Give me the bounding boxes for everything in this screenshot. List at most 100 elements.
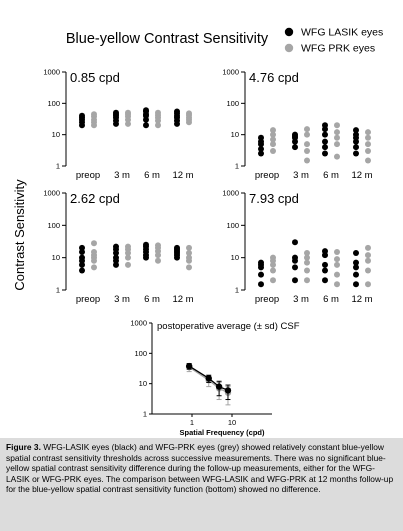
data-point (79, 267, 85, 274)
data-point (91, 248, 97, 255)
data-point (258, 145, 264, 152)
y-tick-label: 1000 (43, 189, 60, 198)
x-tick-label: 12 m (172, 294, 193, 305)
y-tick-label: 100 (47, 221, 60, 230)
data-point (322, 248, 328, 255)
panel-4.76-cpd: 1 10 100 1000 4.76 cpd preop 3 m 6 m 12 m (222, 68, 372, 182)
data-point (270, 277, 276, 284)
data-point (365, 148, 371, 155)
data-point (186, 254, 192, 261)
data-point (353, 150, 359, 157)
data-point (304, 126, 310, 133)
data-point (353, 127, 359, 134)
data-point (292, 264, 298, 271)
y-tick-label: 100 (134, 349, 147, 358)
panel-csf-average: 1 10 100 1000 1 10 postoperative average (± sd… (130, 319, 299, 438)
data-point (155, 242, 161, 249)
legend-label-lasik: WFG LASIK eyes (301, 27, 383, 39)
data-point (322, 150, 328, 157)
data-point (292, 254, 298, 261)
data-point (365, 129, 371, 136)
x-tick-label: 3 m (114, 170, 130, 181)
panel-0.85-cpd: 1 10 100 1000 0.85 cpd preop 3 m 6 m 12 m (43, 68, 193, 182)
data-point (322, 131, 328, 138)
data-point (353, 281, 359, 288)
data-point (334, 256, 340, 263)
panel-7.93-cpd: 1 10 100 1000 7.93 cpd preop 3 m 6 m 12 m (222, 189, 372, 306)
figure-caption: Figure 3. WFG-LASIK eyes (black) and WFG… (0, 438, 403, 531)
legend-label-prk: WFG PRK eyes (301, 43, 375, 55)
data-point (143, 122, 149, 129)
data-point (365, 157, 371, 164)
data-point (155, 257, 161, 264)
x-tick-label: 12 m (351, 170, 372, 181)
x-tick-label: preop (76, 294, 100, 305)
data-point (174, 108, 180, 115)
data-point (304, 277, 310, 284)
data-point (258, 134, 264, 141)
data-point (258, 281, 264, 288)
y-tick-label: 1000 (222, 189, 239, 198)
data-point (113, 109, 119, 116)
legend-marker-prk (284, 43, 294, 53)
data-point (322, 144, 328, 151)
data-point (353, 249, 359, 256)
data-point (365, 257, 371, 264)
data-point (79, 254, 85, 261)
data-point (365, 141, 371, 148)
data-point (113, 254, 119, 261)
data-point (186, 249, 192, 256)
data-point (365, 252, 371, 259)
data-point (270, 267, 276, 274)
panel-2.62-cpd: 1 10 100 1000 2.62 cpd preop 3 m 6 m 12 m (43, 189, 193, 306)
x-tick-label: 3 m (293, 294, 309, 305)
data-point (155, 122, 161, 129)
data-point (224, 387, 232, 394)
data-point (270, 254, 276, 261)
data-point (258, 259, 264, 266)
data-point (322, 277, 328, 284)
y-tick-label: 10 (231, 130, 239, 139)
data-point (365, 281, 371, 288)
data-point (292, 239, 298, 246)
y-tick-label: 10 (52, 253, 60, 262)
y-tick-label: 100 (47, 99, 60, 108)
legend-marker-lasik (284, 27, 294, 37)
y-tick-label: 1000 (222, 68, 239, 77)
data-point (292, 277, 298, 284)
data-point (334, 248, 340, 255)
data-point (113, 243, 119, 250)
caption-text: WFG-LASIK eyes (black) and WFG-PRK eyes … (6, 442, 394, 495)
y-tick-label: 1000 (130, 319, 147, 328)
data-point (353, 264, 359, 271)
y-tick-label: 100 (226, 99, 239, 108)
data-point (304, 148, 310, 155)
data-point (322, 267, 328, 274)
data-point (353, 131, 359, 138)
x-tick-label: 6 m (323, 170, 339, 181)
caption-lead: Figure 3. (6, 442, 41, 452)
data-point (292, 144, 298, 151)
legend: WFG LASIK eyes WFG PRK eyes (284, 27, 383, 55)
y-tick-label: 1 (143, 410, 147, 419)
y-tick-label: 1 (56, 286, 60, 295)
data-point (91, 264, 97, 271)
x-tick-label: 12 m (351, 294, 372, 305)
data-point (304, 267, 310, 274)
data-point (91, 111, 97, 118)
data-point (322, 122, 328, 129)
data-point (334, 129, 340, 136)
data-point (143, 107, 149, 114)
data-point (125, 261, 131, 268)
data-point (270, 141, 276, 148)
data-point (292, 131, 298, 138)
data-point (322, 261, 328, 268)
data-point (365, 244, 371, 251)
data-point (334, 134, 340, 141)
data-point (334, 153, 340, 160)
data-point (205, 375, 212, 382)
data-point (270, 131, 276, 138)
data-point (125, 109, 131, 116)
data-point (186, 264, 192, 271)
data-point (79, 112, 85, 119)
